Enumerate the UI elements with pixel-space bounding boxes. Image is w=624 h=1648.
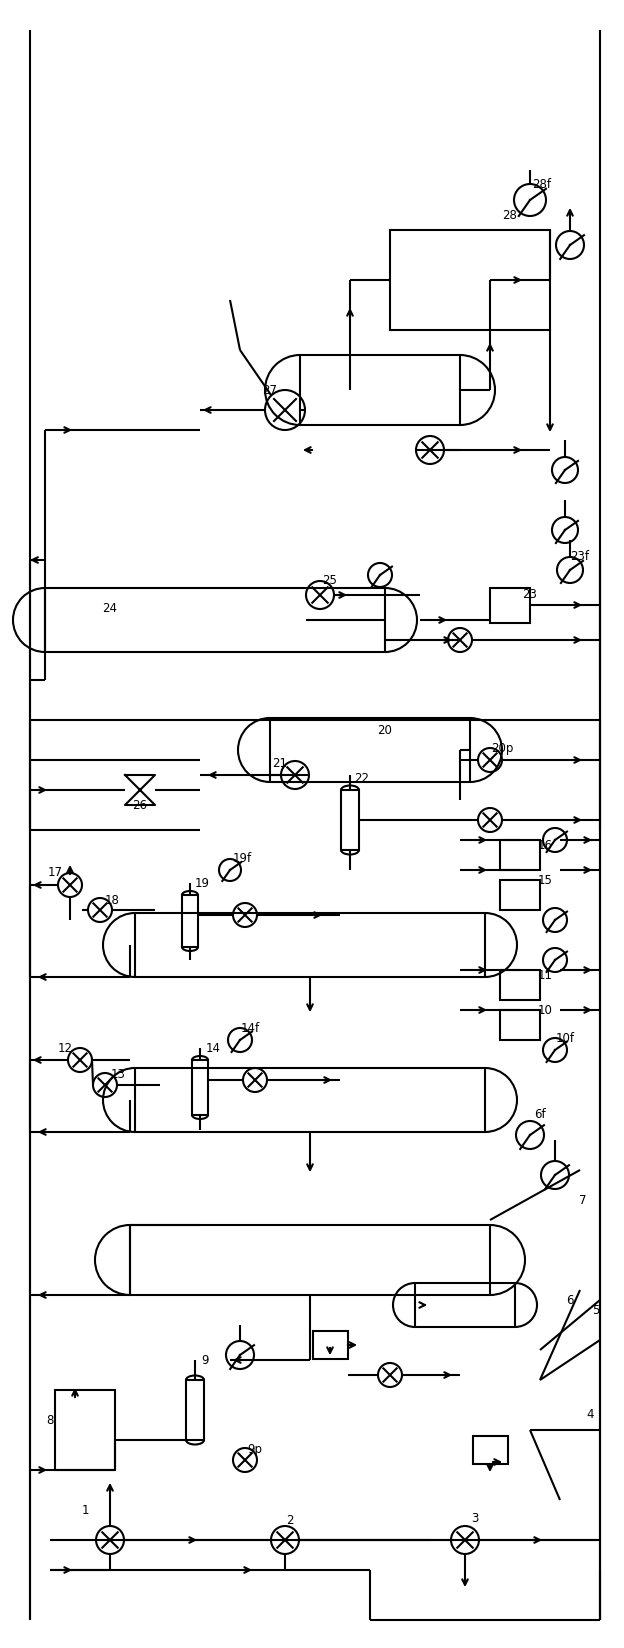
Bar [313,1332,348,1360]
Bar [300,354,460,425]
Text: 1: 1 [81,1503,89,1516]
Bar [390,231,550,330]
Text: 14f: 14f [240,1022,260,1035]
Bar [55,1389,115,1470]
Text: 18: 18 [105,893,119,906]
Text: 9p: 9p [248,1444,263,1457]
Text: 10f: 10f [555,1032,575,1045]
Bar [500,1010,540,1040]
Text: 4: 4 [587,1409,594,1422]
Text: 10: 10 [537,1004,552,1017]
Text: 27: 27 [263,384,278,397]
Bar [270,719,470,783]
Bar [135,1068,485,1132]
Text: 17: 17 [47,865,62,878]
Text: 5: 5 [592,1304,600,1317]
Text: 28: 28 [502,209,517,221]
Text: 6f: 6f [534,1109,546,1122]
Text: 11: 11 [537,969,552,982]
Text: 20: 20 [378,723,392,737]
Text: 24: 24 [102,602,117,615]
Text: 23: 23 [522,588,537,602]
Text: 16: 16 [537,839,552,852]
Text: 9: 9 [202,1353,209,1366]
Text: 15: 15 [537,873,552,887]
Text: 28f: 28f [532,178,552,191]
Text: 3: 3 [471,1511,479,1524]
Text: 23f: 23f [570,549,590,562]
Bar [490,588,530,623]
Bar [135,913,485,977]
Bar [186,1379,204,1440]
Bar [341,789,359,850]
Bar [473,1435,508,1463]
Text: 21: 21 [273,756,288,770]
Bar [182,895,198,948]
Text: 6: 6 [566,1294,573,1307]
Text: 25: 25 [323,574,338,587]
Text: 20p: 20p [491,742,513,755]
Text: 14: 14 [205,1042,220,1055]
Text: 2: 2 [286,1513,294,1526]
Text: 8: 8 [46,1414,54,1427]
Bar [500,880,540,910]
Text: 26: 26 [132,799,147,811]
Text: 7: 7 [579,1193,587,1206]
Bar [500,971,540,1000]
Text: 22: 22 [354,771,369,784]
Bar [500,840,540,870]
Text: 13: 13 [110,1068,125,1081]
Text: 19f: 19f [232,852,251,865]
Text: 19: 19 [195,877,210,890]
Bar [45,588,385,653]
Bar [192,1060,208,1116]
Bar [415,1284,515,1327]
Text: 12: 12 [57,1042,72,1055]
Bar [130,1224,490,1295]
